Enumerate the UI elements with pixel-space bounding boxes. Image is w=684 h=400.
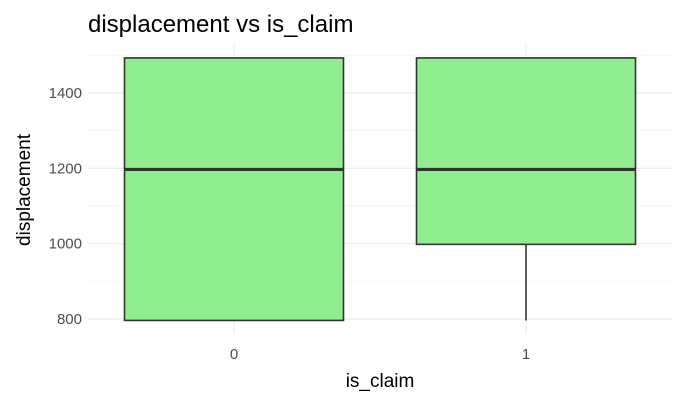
chart-title: displacement vs is_claim — [88, 11, 353, 38]
x-axis-title: is_claim — [346, 371, 415, 392]
tick-labels: 800 1000 1200 1400 0 1 — [49, 85, 531, 363]
box-iqr — [415, 57, 637, 246]
y-tick-label: 1000 — [49, 236, 82, 253]
box-iqr — [123, 57, 345, 322]
x-tick-label: 0 — [230, 346, 238, 363]
y-tick-label: 800 — [57, 311, 82, 328]
y-axis-title: displacement — [14, 133, 35, 246]
x-tick-label: 1 — [522, 346, 530, 363]
boxes — [123, 57, 637, 322]
y-tick-label: 1200 — [49, 160, 82, 177]
y-tick-label: 1400 — [49, 85, 82, 102]
